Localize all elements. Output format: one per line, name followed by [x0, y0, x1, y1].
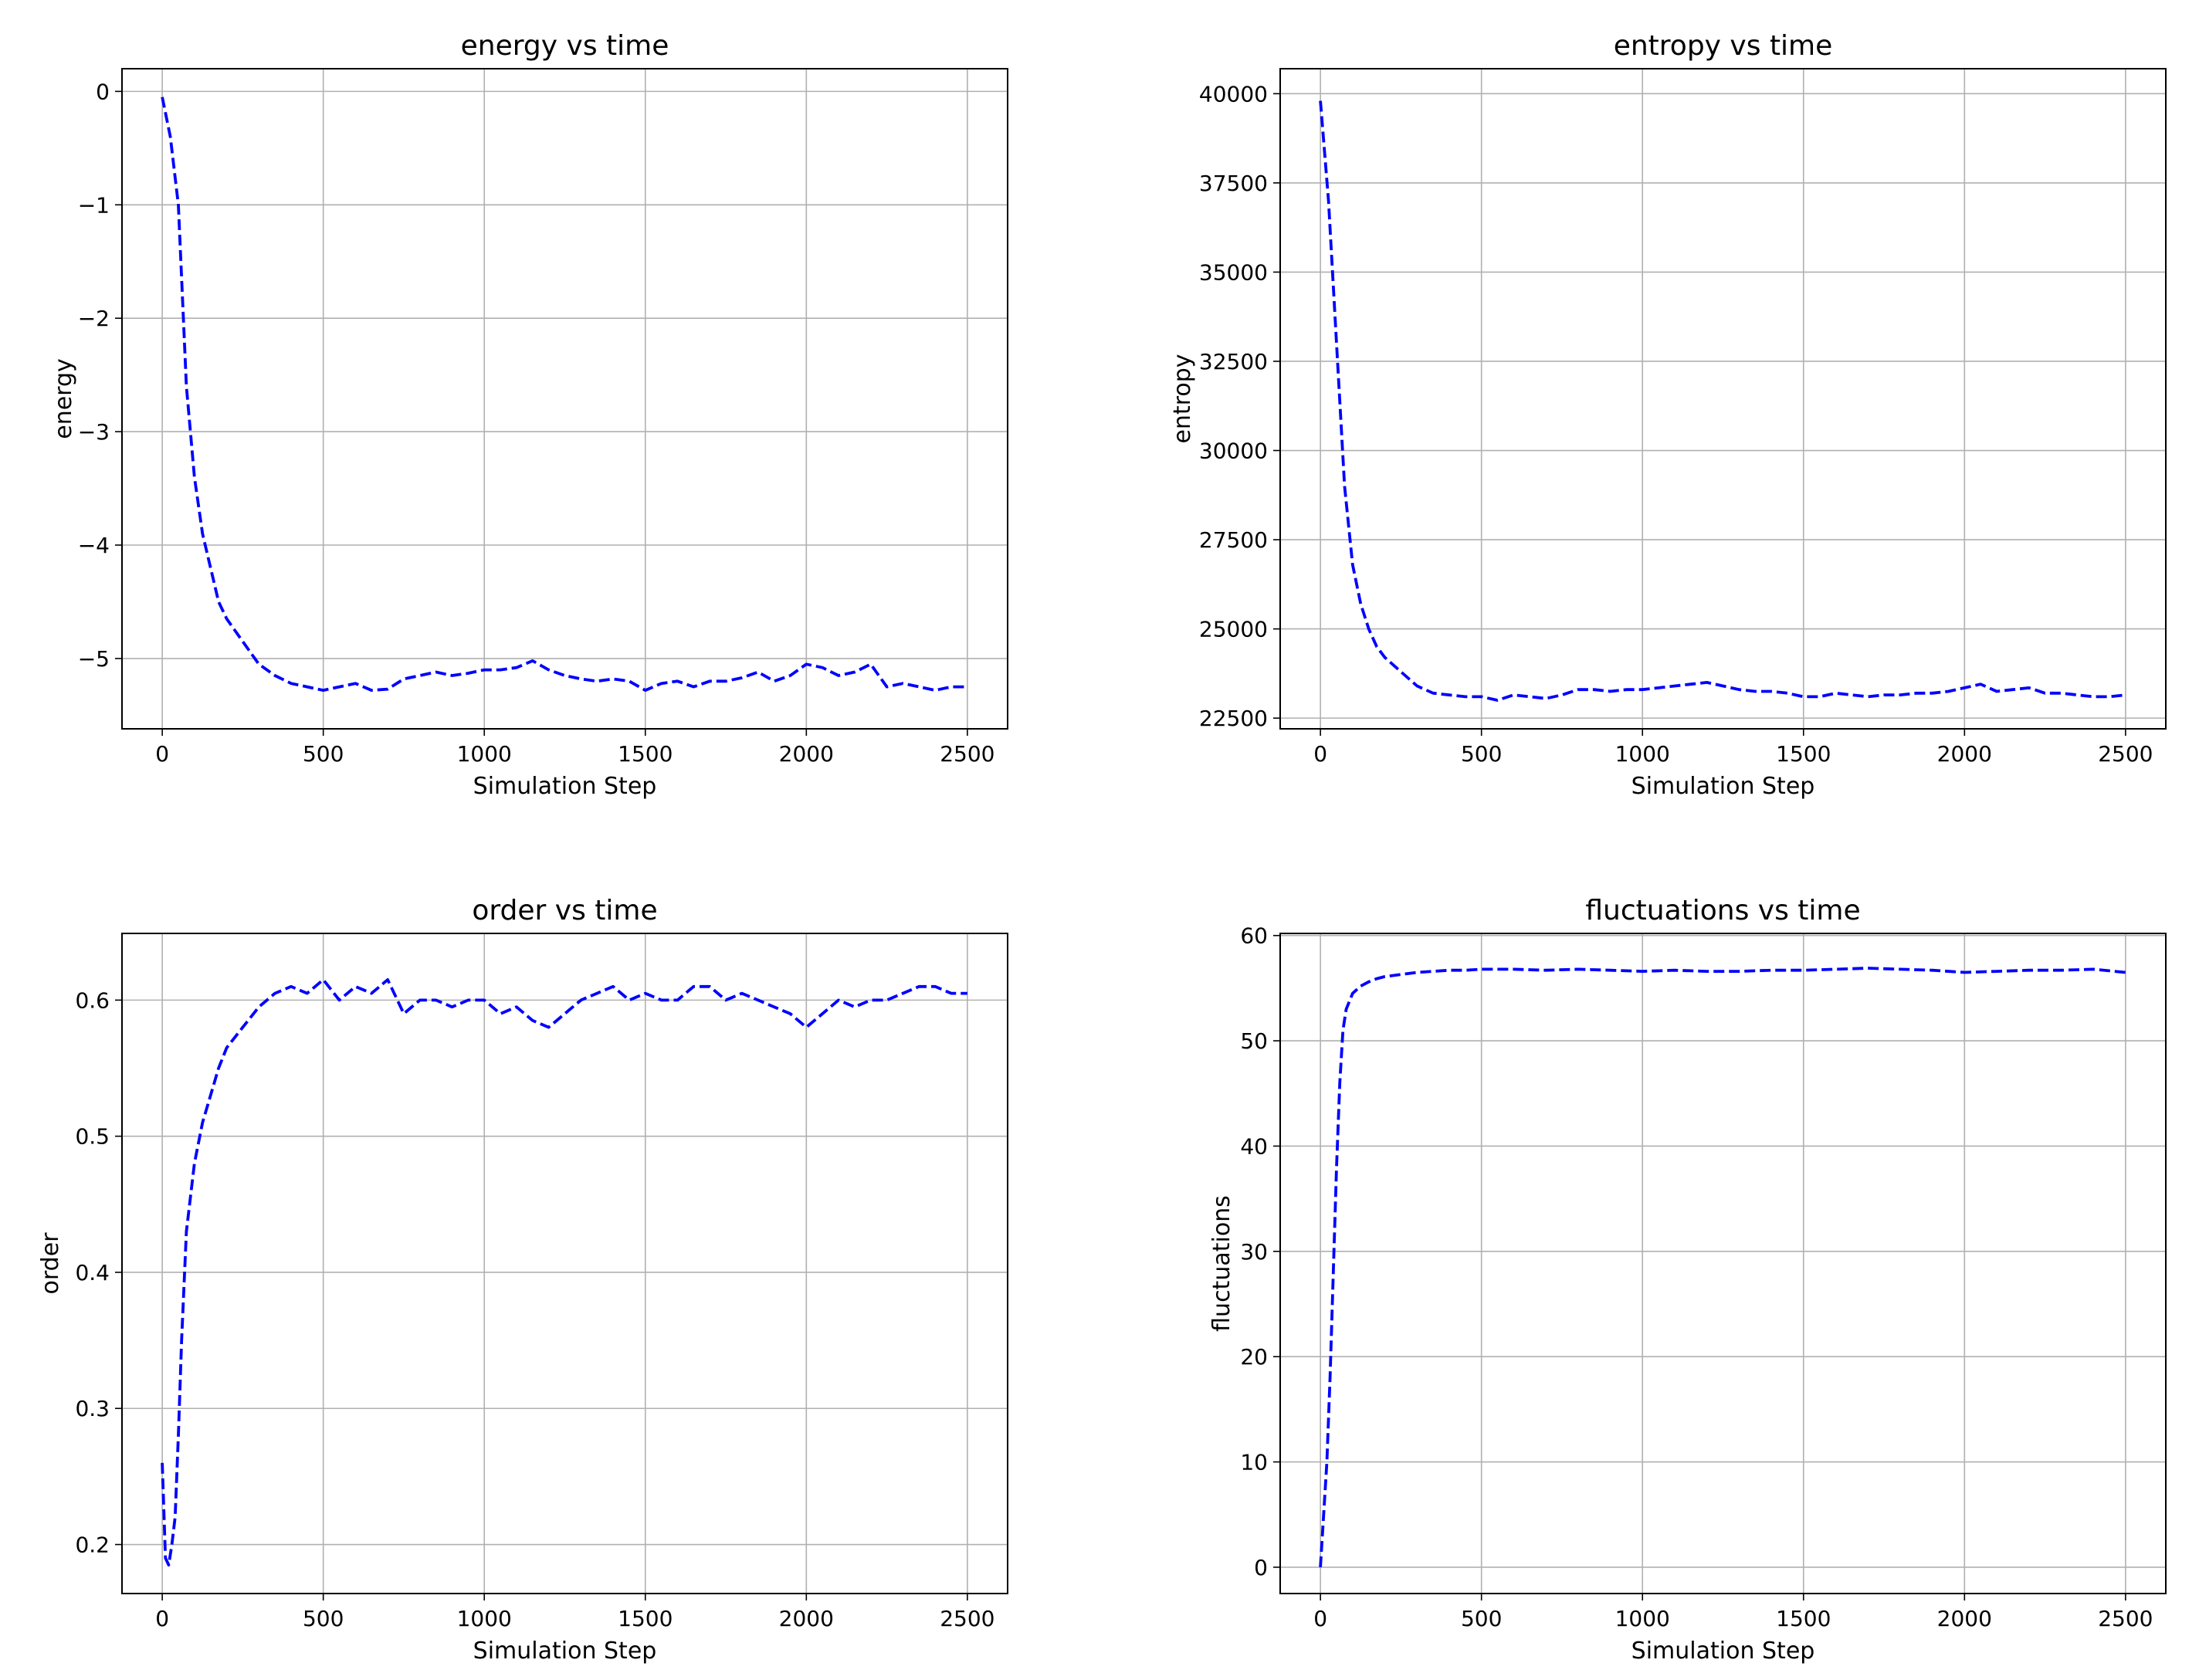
entropy-x-tick-label: 0: [1313, 741, 1327, 767]
energy-y-axis-label: energy: [50, 358, 77, 439]
entropy-y-tick-label: 32500: [1199, 349, 1268, 374]
energy-y-tick-label: −2: [78, 306, 110, 331]
order-x-tick-label: 1500: [618, 1606, 673, 1631]
entropy-x-tick-label: 1000: [1615, 741, 1670, 767]
entropy-y-tick-label: 22500: [1199, 706, 1268, 731]
figure-background: [0, 0, 2199, 1680]
order-x-tick-label: 500: [303, 1606, 344, 1631]
entropy-y-tick-label: 37500: [1199, 171, 1268, 196]
energy-x-axis-label: Simulation Step: [473, 773, 657, 800]
fluctuations-y-tick-label: 20: [1240, 1344, 1268, 1370]
entropy-y-tick-label: 35000: [1199, 259, 1268, 285]
entropy-y-tick-label: 40000: [1199, 81, 1268, 107]
entropy-y-tick-label: 25000: [1199, 617, 1268, 642]
order-x-tick-label: 0: [155, 1606, 169, 1631]
fluctuations-x-tick-label: 0: [1313, 1606, 1327, 1631]
fluctuations-y-tick-label: 30: [1240, 1239, 1268, 1265]
fluctuations-x-tick-label: 1000: [1615, 1606, 1670, 1631]
entropy-x-tick-label: 500: [1461, 741, 1502, 767]
energy-y-tick-label: 0: [96, 79, 110, 104]
fluctuations-y-tick-label: 0: [1254, 1555, 1268, 1580]
energy-x-tick-label: 1000: [457, 741, 512, 767]
entropy-y-tick-label: 30000: [1199, 439, 1268, 464]
fluctuations-x-tick-label: 1500: [1776, 1606, 1831, 1631]
order-y-tick-label: 0.6: [75, 987, 110, 1013]
order-x-axis-label: Simulation Step: [473, 1638, 657, 1665]
order-y-tick-label: 0.3: [75, 1396, 110, 1421]
entropy-x-axis-label: Simulation Step: [1631, 773, 1815, 800]
energy-y-tick-label: −5: [78, 646, 110, 672]
entropy-chart-title: entropy vs time: [1614, 30, 1833, 62]
order-x-tick-label: 1000: [457, 1606, 512, 1631]
fluctuations-y-tick-label: 40: [1240, 1133, 1268, 1159]
energy-y-tick-label: −4: [78, 533, 110, 558]
fluctuations-x-axis-label: Simulation Step: [1631, 1638, 1815, 1665]
energy-x-tick-label: 1500: [618, 741, 673, 767]
energy-x-tick-label: 2500: [940, 741, 994, 767]
fluctuations-x-tick-label: 500: [1461, 1606, 1502, 1631]
entropy-y-tick-label: 27500: [1199, 527, 1268, 553]
energy-x-tick-label: 2000: [779, 741, 834, 767]
energy-y-tick-label: −3: [78, 419, 110, 445]
fluctuations-y-axis-label: fluctuations: [1208, 1195, 1235, 1332]
order-y-tick-label: 0.2: [75, 1533, 110, 1558]
order-x-tick-label: 2500: [940, 1606, 994, 1631]
entropy-x-tick-label: 2000: [1937, 741, 1992, 767]
energy-chart-title: energy vs time: [461, 30, 669, 62]
fluctuations-chart-title: fluctuations vs time: [1585, 895, 1860, 926]
order-y-tick-label: 0.4: [75, 1260, 110, 1285]
fluctuations-y-tick-label: 10: [1240, 1450, 1268, 1475]
energy-y-tick-label: −1: [78, 192, 110, 218]
energy-x-tick-label: 0: [155, 741, 169, 767]
order-x-tick-label: 2000: [779, 1606, 834, 1631]
order-y-tick-label: 0.5: [75, 1124, 110, 1150]
fluctuations-x-tick-label: 2000: [1937, 1606, 1992, 1631]
energy-x-tick-label: 500: [303, 741, 344, 767]
order-chart-title: order vs time: [472, 895, 657, 926]
entropy-x-tick-label: 1500: [1776, 741, 1831, 767]
entropy-y-axis-label: entropy: [1169, 354, 1196, 443]
figure: 0 500 1000 1500 2000 25000−1−2−3−4−5energy vs…: [0, 0, 2199, 1680]
fluctuations-y-tick-label: 50: [1240, 1028, 1268, 1054]
fluctuations-x-tick-label: 2500: [2098, 1606, 2153, 1631]
fluctuations-y-tick-label: 60: [1240, 923, 1268, 949]
entropy-x-tick-label: 2500: [2098, 741, 2153, 767]
order-y-axis-label: order: [37, 1232, 64, 1295]
